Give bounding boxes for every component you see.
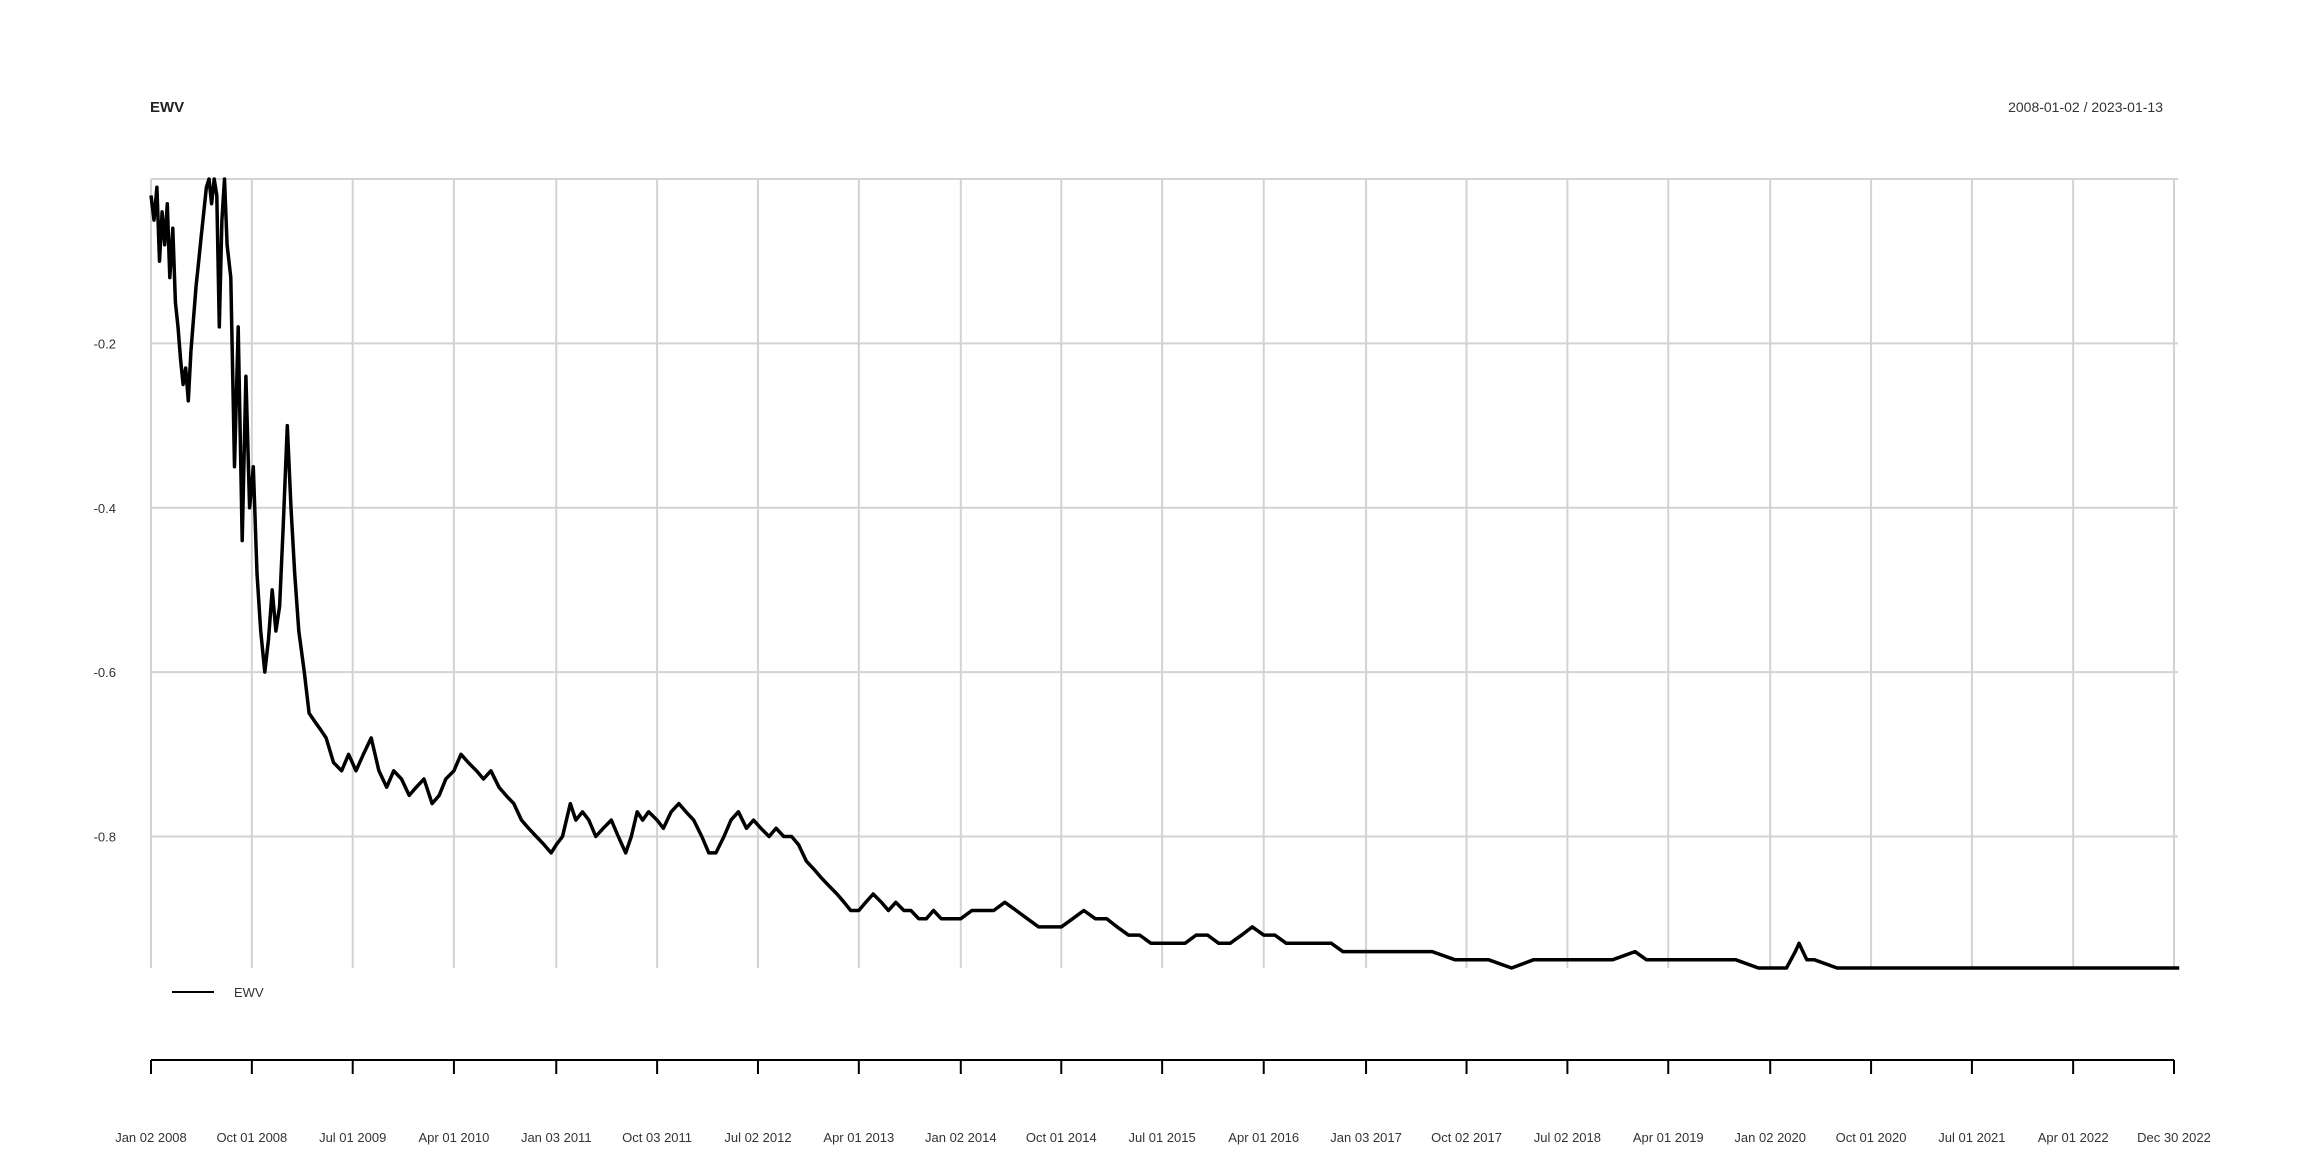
- legend: EWV: [172, 985, 264, 1000]
- y-tick-label: -0.6: [94, 665, 116, 680]
- x-tick-label: Jan 02 2008: [115, 1130, 187, 1145]
- y-tick-label: -0.2: [94, 336, 116, 351]
- series-line-ewv: [149, 177, 2180, 970]
- y-tick-label: -0.4: [94, 501, 116, 516]
- y-axis-labels: -0.2 -0.4 -0.6 -0.8: [94, 336, 116, 844]
- y-tick-label: -0.8: [94, 830, 116, 845]
- x-tick-label: Jan 03 2017: [1330, 1130, 1402, 1145]
- x-tick-label: Jul 02 2018: [1534, 1130, 1601, 1145]
- x-tick-label: Apr 01 2010: [419, 1130, 490, 1145]
- x-tick-label: Oct 01 2020: [1836, 1130, 1907, 1145]
- x-tick-label: Oct 01 2008: [216, 1130, 287, 1145]
- chart-title: EWV: [150, 99, 184, 116]
- grid: [150, 178, 2178, 968]
- x-tick-label: Apr 01 2016: [1228, 1130, 1299, 1145]
- x-axis: Jan 02 2008 Oct 01 2008 Jul 01 2009 Apr 01 …: [115, 1059, 2211, 1145]
- x-tick-label: Jul 02 2012: [724, 1130, 791, 1145]
- x-tick-label: Apr 01 2013: [823, 1130, 894, 1145]
- x-tick-label: Jan 02 2014: [925, 1130, 997, 1145]
- series-layer: [149, 177, 2180, 970]
- x-tick-label: Apr 01 2019: [1633, 1130, 1704, 1145]
- x-tick-label: Jul 01 2009: [319, 1130, 386, 1145]
- x-tick-label: Oct 01 2014: [1026, 1130, 1097, 1145]
- x-tick-label: Jul 01 2021: [1938, 1130, 2005, 1145]
- x-tick-label: Apr 01 2022: [2038, 1130, 2109, 1145]
- x-tick-label: Oct 03 2011: [622, 1130, 692, 1145]
- x-tick-label: Oct 02 2017: [1431, 1130, 1502, 1145]
- x-tick-label: Jul 01 2015: [1129, 1130, 1196, 1145]
- date-range-label: 2008-01-02 / 2023-01-13: [2008, 99, 2163, 115]
- legend-label-ewv: EWV: [234, 985, 264, 1000]
- x-tick-label: Jan 03 2011: [521, 1130, 592, 1145]
- x-tick-label: Jan 02 2020: [1734, 1130, 1806, 1145]
- x-tick-label: Dec 30 2022: [2137, 1130, 2211, 1145]
